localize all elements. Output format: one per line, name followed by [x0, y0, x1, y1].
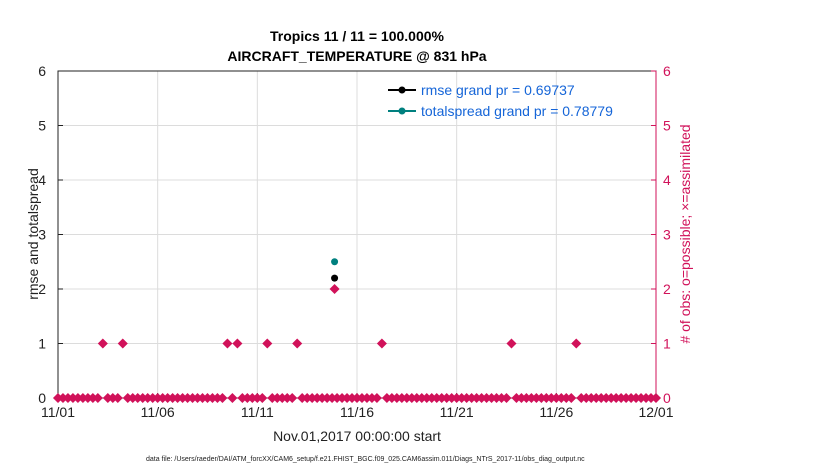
obs-count-point [376, 338, 387, 349]
legend-spread-label: totalspread grand pr = 0.78779 [421, 103, 613, 119]
obs-count-point [117, 338, 128, 349]
obs-count-zero [287, 392, 298, 404]
legend: rmse grand pr = 0.69737 totalspread gran… [388, 82, 613, 119]
y-right-tick-label: 1 [663, 336, 671, 352]
obs-count-point [329, 283, 340, 295]
series-markers [331, 258, 339, 282]
obs-count-point [232, 338, 243, 349]
y-tick-label: 1 [38, 336, 46, 352]
y-right-tick-label: 3 [663, 227, 671, 243]
x-tick-label: 11/16 [340, 404, 374, 420]
obs-count-zero [227, 392, 238, 404]
obs-count-zero [257, 392, 268, 404]
obs-count-point [97, 338, 108, 349]
x-tick-label: 11/01 [41, 404, 75, 420]
y-right-tick-label: 2 [663, 281, 671, 297]
grid-lines [58, 71, 656, 398]
y-axis-label: rmse and totalspread [25, 168, 41, 300]
x-tick-label: 11/11 [241, 404, 274, 420]
obs-count-zero [217, 392, 228, 404]
obs-count-point [571, 338, 582, 349]
obs-count-zero [92, 392, 103, 404]
obs-count-point [222, 338, 233, 349]
y-axis-right-ticks: 0 1 2 3 4 5 6 [651, 63, 671, 406]
y-right-tick-label: 4 [663, 172, 671, 188]
obs-count-zero [112, 392, 123, 404]
x-tick-label: 11/21 [440, 404, 474, 420]
y-tick-label: 5 [38, 118, 46, 134]
y-right-tick-label: 0 [663, 390, 671, 406]
obs-count-zero [650, 392, 662, 404]
y-tick-label: 6 [38, 63, 46, 79]
y-right-tick-label: 5 [663, 118, 671, 134]
obs-count-point [506, 338, 517, 349]
obs-count-point [292, 338, 303, 349]
y-axis-right-label: # of obs: o=possible; ×=assimilated [677, 124, 693, 343]
x-tick-label: 12/01 [638, 404, 673, 420]
totalspread-point [331, 258, 339, 266]
x-tick-label: 11/26 [539, 404, 573, 420]
chart-title-line-2: AIRCRAFT_TEMPERATURE @ 831 hPa [227, 48, 486, 64]
x-axis-ticks: 11/01 11/06 11/11 11/16 11/21 11/26 12/01 [41, 393, 674, 420]
data-file-footer: data file: /Users/raeder/DAI/ATM_forcXX/… [146, 456, 585, 463]
chart-title-line-1: Tropics 11 / 11 = 100.000% [270, 28, 445, 44]
y-tick-label: 2 [38, 281, 46, 297]
y-tick-label: 4 [38, 172, 46, 188]
rmse-point [331, 274, 339, 282]
y-right-tick-label: 6 [663, 63, 671, 79]
obs-count-zero [566, 392, 577, 404]
y-tick-label: 3 [38, 227, 46, 243]
obs-count-zero [371, 392, 382, 404]
legend-rmse-label: rmse grand pr = 0.69737 [421, 82, 575, 98]
x-tick-label: 11/06 [141, 404, 175, 420]
y-tick-label: 0 [38, 390, 46, 406]
obs-count-markers [52, 283, 662, 404]
y-axis-ticks: 0 1 2 3 4 5 6 [38, 63, 63, 406]
legend-rmse-marker [398, 86, 406, 94]
x-axis-label: Nov.01,2017 00:00:00 start [273, 428, 441, 444]
obs-count-zero [501, 392, 512, 404]
obs-count-point [262, 338, 273, 349]
legend-spread-marker [398, 107, 406, 115]
